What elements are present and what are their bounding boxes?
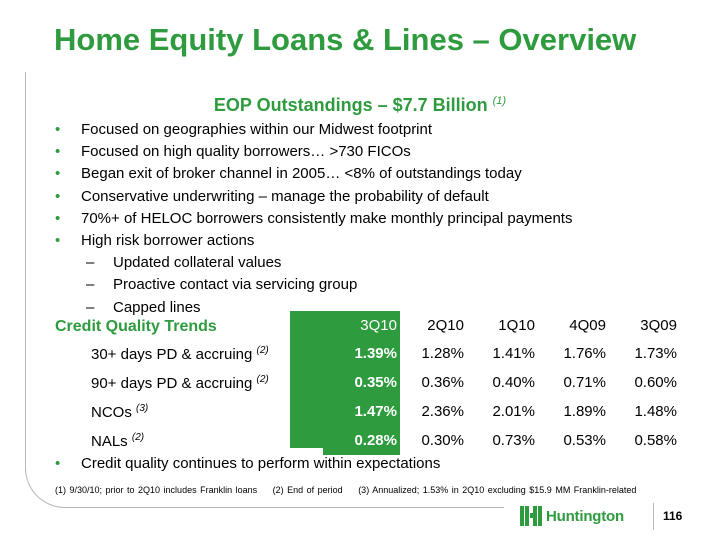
- table-cell: 0.30%: [421, 432, 464, 449]
- bullet-text: Conservative underwriting – manage the p…: [81, 187, 489, 205]
- bullet-item: • Conservative underwriting – manage the …: [55, 186, 572, 208]
- eop-subtitle: EOP Outstandings – $7.7 Billion (1): [0, 95, 720, 116]
- bullet-text: Updated collateral values: [113, 254, 282, 272]
- huntington-logo: Huntington: [520, 505, 624, 527]
- dash-mark: –: [86, 254, 95, 272]
- row-label: 30+ days PD & accruing (2): [55, 339, 323, 368]
- column-header: 1Q10: [498, 316, 535, 334]
- bullet-text: Began exit of broker channel in 2005… <8…: [81, 165, 522, 183]
- bullet-text: Capped lines: [113, 298, 201, 316]
- table-cell: 0.28%: [323, 426, 400, 455]
- bullet-text: Focused on geographies within our Midwes…: [81, 121, 433, 138]
- table-cell: 0.53%: [563, 432, 606, 449]
- bullet-text: High risk borrower actions: [81, 231, 255, 249]
- dash-mark: –: [86, 298, 95, 316]
- bullet-mark: •: [55, 121, 61, 138]
- table-cell: 1.76%: [563, 345, 606, 362]
- table-cell: 0.35%: [323, 368, 400, 397]
- table-row: NCOs (3) 1.47% 2.36% 2.01% 1.89% 1.48%: [55, 397, 684, 426]
- table-cell: 2.01%: [492, 403, 535, 420]
- column-header: 3Q09: [640, 316, 677, 334]
- table-row: 30+ days PD & accruing (2) 1.39% 1.28% 1…: [55, 339, 684, 368]
- footnote: (1) 9/30/10; prior to 2Q10 includes Fran…: [55, 485, 258, 495]
- row-label: NCOs (3): [55, 397, 323, 426]
- table-cell: 1.89%: [563, 403, 606, 420]
- row-label-text: NALs: [91, 432, 128, 450]
- huntington-logo-icon: [520, 506, 542, 526]
- footnote: (3) Annualized; 1.53% in 2Q10 excluding …: [358, 485, 637, 495]
- subtitle-note: (1): [492, 95, 507, 107]
- table-row: 90+ days PD & accruing (2) 0.35% 0.36% 0…: [55, 368, 684, 397]
- page-number-divider: [653, 503, 654, 530]
- dash-mark: –: [86, 276, 95, 294]
- table-row: NALs (2) 0.28% 0.30% 0.73% 0.53% 0.58%: [55, 426, 684, 455]
- row-label-text: 30+ days PD & accruing: [91, 345, 253, 363]
- table-cell: 0.60%: [634, 374, 677, 391]
- frame-line-horizontal: [64, 507, 504, 508]
- row-label-text: NCOs: [91, 403, 132, 421]
- logo-text: Huntington: [546, 507, 624, 525]
- bullet-mark: •: [55, 143, 61, 161]
- bullet-text: Focused on high quality borrowers… >730 …: [81, 143, 411, 161]
- credit-quality-table: 3Q10 2Q10 1Q10 4Q09 3Q09 30+ days PD & a…: [55, 311, 684, 455]
- bullet-item: • Focused on geographies within our Midwe…: [55, 119, 572, 141]
- subtitle-text: EOP Outstandings – $7.7 Billion: [213, 95, 488, 115]
- bullet-item: • High risk borrower actions: [55, 230, 572, 252]
- row-note: (2): [256, 344, 269, 356]
- row-label: NALs (2): [55, 426, 323, 455]
- bullet-mark: •: [55, 165, 61, 183]
- credit-quality-heading: Credit Quality Trends: [55, 318, 217, 335]
- table-header-row: 3Q10 2Q10 1Q10 4Q09 3Q09: [55, 311, 684, 339]
- bullet-text: 70%+ of HELOC borrowers consistently mak…: [81, 209, 573, 227]
- bullet-mark: •: [55, 231, 61, 249]
- frame-line-vertical: [25, 72, 26, 472]
- table-cell: 1.39%: [323, 339, 400, 368]
- table-cell: 1.48%: [634, 403, 677, 420]
- table-cell: 1.73%: [634, 345, 677, 362]
- bullet-item: • 70%+ of HELOC borrowers consistently ma…: [55, 208, 572, 230]
- bullet-item: • Began exit of broker channel in 2005… <…: [55, 163, 572, 185]
- row-note: (2): [131, 431, 145, 443]
- bullet-mark: •: [55, 187, 61, 205]
- table-cell: 0.40%: [492, 374, 535, 391]
- bullet-list: • Focused on geographies within our Midwe…: [55, 119, 572, 319]
- footnote: (2) End of period: [272, 485, 343, 495]
- closing-bullet: • Credit quality continues to perform wit…: [55, 455, 440, 472]
- sub-bullet-item: – Proactive contact via servicing group: [55, 274, 572, 296]
- footnotes: (1) 9/30/10; prior to 2Q10 includes Fran…: [55, 485, 648, 495]
- row-label: 90+ days PD & accruing (2): [55, 368, 323, 397]
- page-number: 116: [663, 509, 683, 523]
- page-title: Home Equity Loans & Lines – Overview: [54, 22, 637, 57]
- bullet-text: Credit quality continues to perform with…: [81, 455, 441, 472]
- bullet-text: Proactive contact via servicing group: [113, 276, 358, 294]
- bullet-mark: •: [55, 209, 61, 227]
- table-cell: 1.28%: [421, 345, 464, 362]
- table-cell: 1.41%: [492, 345, 535, 362]
- table-cell: 0.71%: [563, 374, 606, 391]
- sub-bullet-item: – Updated collateral values: [55, 252, 572, 274]
- row-note: (2): [256, 373, 269, 385]
- column-header: 3Q10: [323, 311, 400, 339]
- row-note: (3): [136, 402, 149, 414]
- table-cell: 0.36%: [421, 374, 464, 391]
- column-header: 2Q10: [427, 316, 464, 334]
- row-label-text: 90+ days PD & accruing: [91, 374, 253, 392]
- table-cell: 2.36%: [421, 403, 464, 420]
- table-cell: 0.58%: [634, 432, 677, 449]
- sub-bullet-item: – Capped lines: [55, 297, 572, 319]
- table-cell: 0.73%: [492, 432, 535, 449]
- bullet-mark: •: [55, 455, 61, 472]
- column-header: 4Q09: [569, 316, 606, 334]
- table-cell: 1.47%: [323, 397, 400, 426]
- bullet-item: • Focused on high quality borrowers… >730…: [55, 141, 572, 163]
